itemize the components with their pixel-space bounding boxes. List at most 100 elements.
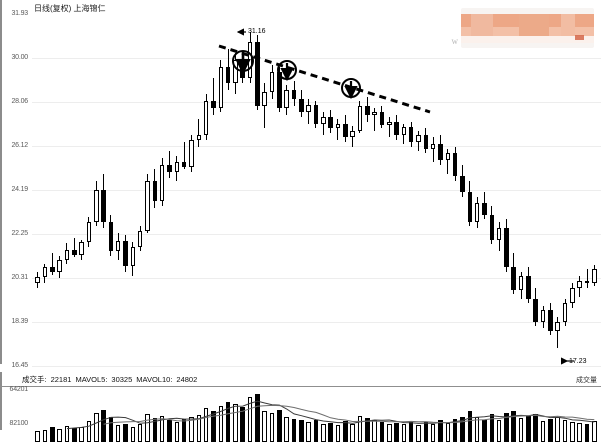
volume-bar-bullish[interactable] bbox=[416, 425, 421, 442]
candlestick[interactable] bbox=[379, 0, 385, 372]
candlestick[interactable] bbox=[313, 0, 319, 372]
volume-bar-bullish[interactable] bbox=[357, 415, 363, 442]
volume-bar-bearish[interactable] bbox=[313, 419, 319, 442]
volume-bar-bullish[interactable] bbox=[562, 420, 568, 442]
candlestick[interactable] bbox=[343, 0, 348, 372]
volume-bar-bullish[interactable] bbox=[284, 416, 289, 442]
volume-bar-bullish[interactable] bbox=[496, 420, 502, 442]
volume-bar-bearish[interactable] bbox=[181, 418, 187, 442]
candlestick[interactable] bbox=[72, 0, 77, 372]
volume-bar-bearish[interactable] bbox=[240, 407, 245, 442]
candlestick[interactable] bbox=[445, 0, 451, 372]
volume-bar-bullish[interactable] bbox=[64, 425, 70, 442]
candlestick[interactable] bbox=[50, 0, 55, 372]
candlestick[interactable] bbox=[562, 0, 568, 372]
volume-bar-bearish[interactable] bbox=[123, 423, 128, 442]
candlestick[interactable] bbox=[108, 0, 114, 372]
volume-bar-bullish[interactable] bbox=[145, 414, 150, 442]
volume-bar-bullish[interactable] bbox=[540, 421, 546, 442]
volume-bar-bearish[interactable] bbox=[291, 418, 297, 442]
volume-bar-bullish[interactable] bbox=[386, 423, 392, 442]
candlestick[interactable] bbox=[101, 0, 106, 372]
volume-bar-bearish[interactable] bbox=[504, 412, 509, 442]
candlestick[interactable] bbox=[452, 0, 458, 372]
volume-bar-bullish[interactable] bbox=[93, 412, 99, 442]
volume-bar-bullish[interactable] bbox=[115, 425, 121, 442]
volume-bar-bullish[interactable] bbox=[86, 421, 92, 442]
candlestick[interactable] bbox=[321, 0, 326, 372]
volume-bar-bearish[interactable] bbox=[225, 402, 231, 442]
candlestick[interactable] bbox=[526, 0, 531, 372]
volume-bar-bearish[interactable] bbox=[379, 422, 385, 442]
volume-bar-bullish[interactable] bbox=[430, 423, 436, 442]
volume-bar-bullish[interactable] bbox=[174, 422, 180, 442]
candlestick[interactable] bbox=[115, 0, 121, 372]
candlestick[interactable] bbox=[401, 0, 407, 372]
candlestick[interactable] bbox=[335, 0, 341, 372]
volume-bar-bearish[interactable] bbox=[584, 423, 590, 442]
volume-bar-bullish[interactable] bbox=[203, 408, 209, 442]
candlestick[interactable] bbox=[42, 0, 48, 372]
candlestick[interactable] bbox=[365, 0, 370, 372]
volume-bar-bullish[interactable] bbox=[350, 424, 355, 442]
candlestick[interactable] bbox=[137, 0, 143, 372]
volume-bar-bullish[interactable] bbox=[518, 418, 524, 442]
volume-bar-bullish[interactable] bbox=[189, 417, 194, 442]
candlestick[interactable] bbox=[467, 0, 473, 372]
volume-bar-bearish[interactable] bbox=[152, 418, 158, 442]
candlestick[interactable] bbox=[394, 0, 399, 372]
candlestick[interactable] bbox=[423, 0, 429, 372]
volume-bar-bearish[interactable] bbox=[423, 422, 429, 442]
volume-bar-bullish[interactable] bbox=[42, 429, 48, 442]
volume-chart-panel[interactable]: 64201 82100 bbox=[0, 372, 601, 444]
candlestick[interactable] bbox=[504, 0, 509, 372]
volume-bar-bearish[interactable] bbox=[408, 421, 414, 442]
volume-bar-bearish[interactable] bbox=[167, 420, 172, 442]
volume-bar-bullish[interactable] bbox=[262, 411, 267, 442]
volume-bar-bullish[interactable] bbox=[233, 404, 238, 442]
volume-bar-bullish[interactable] bbox=[445, 422, 451, 442]
candlestick[interactable] bbox=[489, 0, 495, 372]
candlestick[interactable] bbox=[306, 0, 311, 372]
candlestick[interactable] bbox=[577, 0, 582, 372]
candlestick[interactable] bbox=[592, 0, 597, 372]
volume-bar-bearish[interactable] bbox=[328, 422, 333, 442]
candlestick[interactable] bbox=[174, 0, 180, 372]
candlestick[interactable] bbox=[570, 0, 575, 372]
volume-bar-bearish[interactable] bbox=[365, 418, 370, 442]
volume-bar-bearish[interactable] bbox=[452, 418, 458, 442]
volume-bar-bullish[interactable] bbox=[35, 431, 40, 442]
candlestick[interactable] bbox=[196, 0, 202, 372]
candlestick[interactable] bbox=[277, 0, 282, 372]
volume-bar-bullish[interactable] bbox=[570, 422, 575, 442]
volume-bar-bearish[interactable] bbox=[526, 415, 531, 442]
candlestick[interactable] bbox=[218, 0, 224, 372]
volume-bar-bearish[interactable] bbox=[343, 421, 348, 442]
candlestick[interactable] bbox=[386, 0, 392, 372]
candlestick[interactable] bbox=[372, 0, 377, 372]
candlestick[interactable] bbox=[145, 0, 150, 372]
candlestick[interactable] bbox=[474, 0, 480, 372]
volume-bar-bearish[interactable] bbox=[511, 411, 517, 442]
volume-bar-bullish[interactable] bbox=[247, 397, 253, 442]
candlestick[interactable] bbox=[35, 0, 40, 372]
candlestick[interactable] bbox=[496, 0, 502, 372]
candlestick[interactable] bbox=[357, 0, 363, 372]
candlestick[interactable] bbox=[408, 0, 414, 372]
volume-bar-bullish[interactable] bbox=[335, 425, 341, 442]
volume-bar-bearish[interactable] bbox=[211, 410, 216, 442]
candlestick[interactable] bbox=[438, 0, 443, 372]
candlestick[interactable] bbox=[511, 0, 517, 372]
volume-bar-bullish[interactable] bbox=[137, 424, 143, 442]
candlestick[interactable] bbox=[518, 0, 524, 372]
volume-bar-bullish[interactable] bbox=[57, 428, 62, 442]
candlestick[interactable] bbox=[533, 0, 538, 372]
volume-bar-bearish[interactable] bbox=[108, 416, 114, 442]
candlestick[interactable] bbox=[299, 0, 304, 372]
candlestick[interactable] bbox=[262, 0, 267, 372]
volume-bar-bearish[interactable] bbox=[101, 409, 106, 442]
volume-bar-bullish[interactable] bbox=[269, 412, 275, 442]
candlestick[interactable] bbox=[269, 0, 275, 372]
candlestick[interactable] bbox=[123, 0, 128, 372]
volume-bar-bearish[interactable] bbox=[467, 410, 473, 442]
